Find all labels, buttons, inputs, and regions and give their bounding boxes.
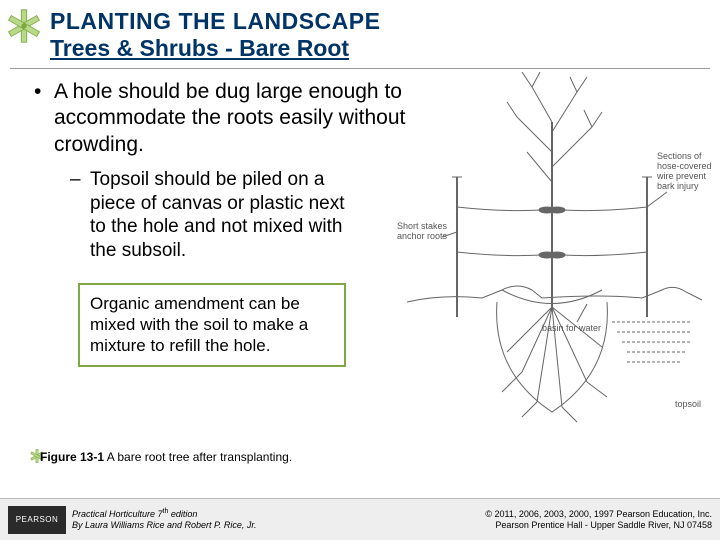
book-title: Practical Horticulture 7 [72, 509, 163, 519]
slide-footer: PEARSON Practical Horticulture 7th editi… [0, 498, 720, 540]
label-basin: basin for water [542, 324, 601, 334]
label-hose: Sections of hose-covered wire prevent ba… [657, 152, 712, 192]
diagram-figure: Short stakes anchor roots Sections of ho… [402, 72, 712, 447]
footer-right: © 2011, 2006, 2003, 2000, 1997 Pearson E… [485, 509, 712, 531]
slide-header: PLANTING THE LANDSCAPE Trees & Shrubs - … [0, 0, 720, 66]
callout-box: Organic amendment can be mixed with the … [78, 283, 346, 367]
figure-caption-text: A bare root tree after transplanting. [107, 450, 292, 464]
book-authors: By Laura Williams Rice and Robert P. Ric… [72, 520, 257, 531]
copyright-line: © 2011, 2006, 2003, 2000, 1997 Pearson E… [485, 509, 712, 520]
asterisk-icon [6, 8, 42, 44]
title-main: PLANTING THE LANDSCAPE [50, 8, 720, 35]
edition-word: edition [168, 509, 197, 519]
title-sub: Trees & Shrubs - Bare Root [50, 35, 720, 62]
sub-bullet: Topsoil should be piled on a piece of ca… [70, 168, 360, 263]
address-line: Pearson Prentice Hall - Upper Saddle Riv… [485, 520, 712, 531]
footer-left: PEARSON Practical Horticulture 7th editi… [8, 506, 257, 534]
figure-number: Figure 13-1 [40, 450, 104, 464]
pearson-logo: PEARSON [8, 506, 66, 534]
label-stakes: Short stakes anchor roots [397, 222, 452, 242]
figure-caption: Figure 13-1 A bare root tree after trans… [40, 450, 292, 464]
label-topsoil: topsoil [675, 400, 701, 410]
footer-book-info: Practical Horticulture 7th edition By La… [72, 508, 257, 531]
